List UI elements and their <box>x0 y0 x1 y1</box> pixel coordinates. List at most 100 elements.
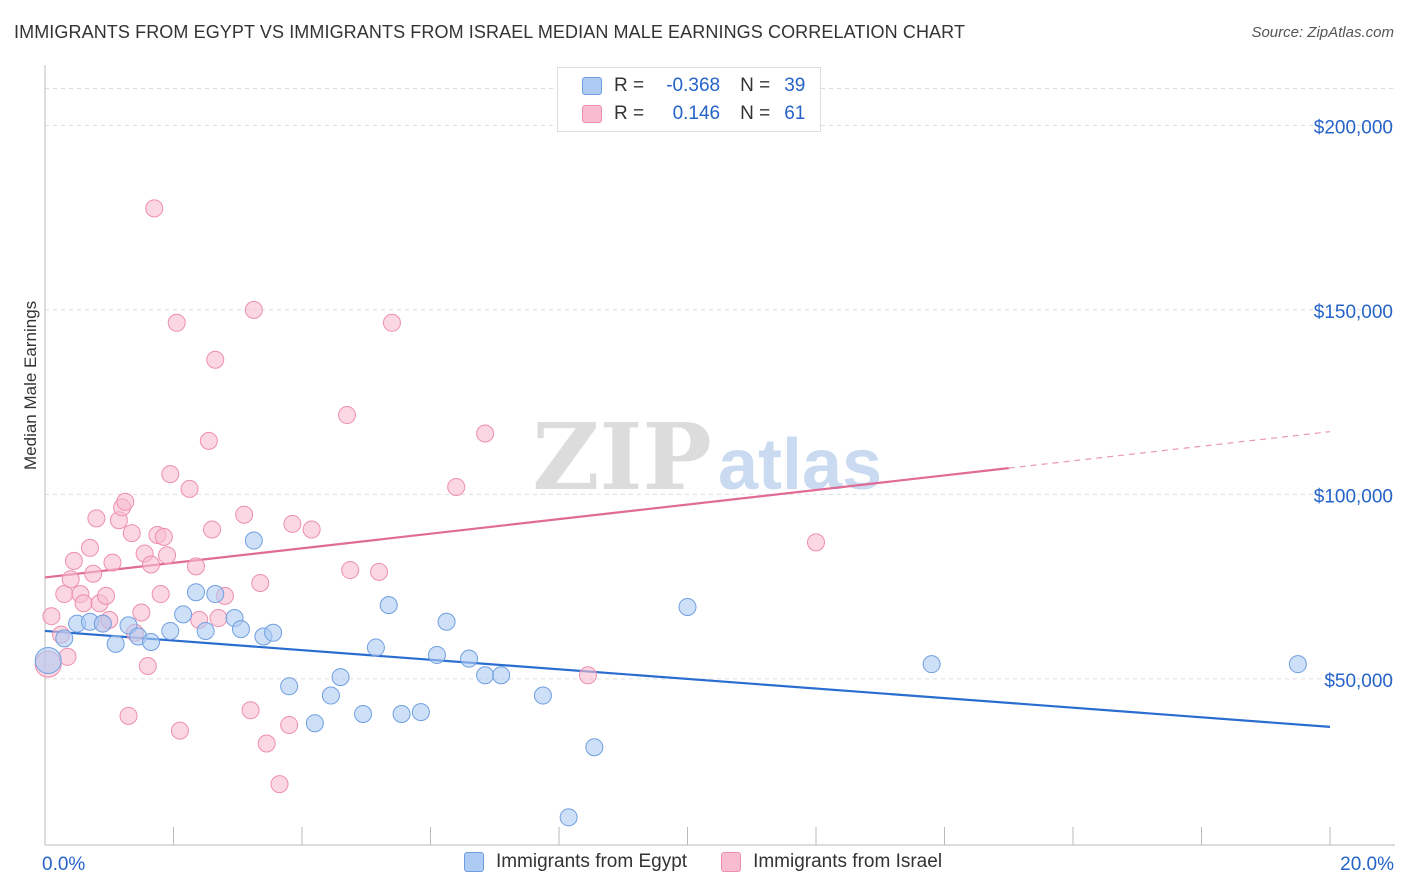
data-point-israel <box>84 564 103 583</box>
series-legend: Immigrants from Egypt Immigrants from Is… <box>0 851 1406 873</box>
data-point-israel <box>116 492 135 511</box>
data-point-israel <box>186 557 205 576</box>
data-point-israel <box>97 586 116 605</box>
data-point-israel <box>61 570 80 589</box>
grid-lines <box>45 87 1395 680</box>
watermark-atlas: atlas <box>718 425 882 505</box>
data-point-israel <box>341 561 360 580</box>
legend-row-israel: R = 0.146 N = 61 <box>582 101 805 127</box>
legend-n-label: N = <box>740 103 771 124</box>
data-point-israel <box>206 350 225 369</box>
legend-swatch-egypt <box>463 852 484 872</box>
data-point-israel <box>64 551 83 570</box>
data-point-israel <box>578 666 597 685</box>
data-point-egypt <box>34 646 62 674</box>
data-point-egypt <box>264 623 283 642</box>
data-point-egypt <box>1288 655 1307 674</box>
legend-r-value: -0.368 <box>666 75 721 96</box>
data-point-egypt <box>331 668 350 687</box>
data-point-israel <box>151 585 170 604</box>
data-point-israel <box>158 546 177 565</box>
data-point-israel <box>244 300 263 319</box>
y-tick-label: $150,000 <box>1314 302 1393 323</box>
data-point-israel <box>119 706 138 725</box>
data-point-israel <box>80 538 99 557</box>
data-point-egypt <box>533 686 552 705</box>
data-point-egypt <box>585 738 604 757</box>
data-point-egypt <box>161 621 180 640</box>
data-point-israel <box>58 647 77 666</box>
legend-n-value: 39 <box>784 75 806 96</box>
data-point-egypt <box>379 596 398 615</box>
data-point-egypt <box>321 686 340 705</box>
legend-row-egypt: R = -0.368 N = 39 <box>582 73 805 99</box>
data-point-israel <box>167 313 186 332</box>
data-point-egypt <box>305 714 324 733</box>
data-point-egypt <box>922 655 941 674</box>
data-point-egypt <box>492 666 511 685</box>
x-tick-label: 20.0% <box>1340 854 1394 875</box>
data-point-egypt <box>244 531 263 550</box>
data-point-israel <box>382 313 401 332</box>
data-point-egypt <box>174 605 193 624</box>
chart-title: IMMIGRANTS FROM EGYPT VS IMMIGRANTS FROM… <box>14 22 966 42</box>
trend-line-israel-extension <box>1008 431 1331 469</box>
data-point-israel <box>132 603 151 622</box>
legend-swatch-egypt <box>582 77 602 95</box>
axes <box>44 65 1395 846</box>
legend-item-egypt[interactable]: Immigrants from Egypt <box>463 851 688 873</box>
data-point-israel <box>270 775 289 794</box>
data-point-israel <box>142 555 161 574</box>
data-point-egypt <box>354 704 373 723</box>
legend-item-israel[interactable]: Immigrants from Israel <box>721 851 942 873</box>
data-point-israel <box>257 734 276 753</box>
data-point-egypt <box>206 585 225 604</box>
data-point-israel <box>280 716 299 735</box>
data-point-israel <box>447 478 466 497</box>
data-point-israel <box>203 520 222 539</box>
trend-lines <box>44 431 1331 729</box>
data-point-israel <box>370 562 389 581</box>
y-tick-label: $200,000 <box>1314 117 1393 138</box>
data-point-egypt <box>93 614 112 633</box>
data-point-egypt <box>106 634 125 653</box>
data-point-egypt <box>460 649 479 668</box>
legend-label-israel: Immigrants from Israel <box>753 851 943 872</box>
data-point-israel <box>302 520 321 539</box>
x-tick-label: 0.0% <box>42 854 85 875</box>
data-point-israel <box>161 465 180 484</box>
data-point-israel <box>241 701 260 720</box>
data-point-israel <box>154 527 173 546</box>
data-point-israel <box>337 406 356 425</box>
data-point-israel <box>103 553 122 572</box>
data-point-egypt <box>366 638 385 657</box>
data-point-egypt <box>55 629 74 648</box>
legend-r-value: 0.146 <box>672 103 721 124</box>
legend-label-egypt: Immigrants from Egypt <box>495 851 688 872</box>
data-point-egypt <box>142 633 161 652</box>
tick-labels: $50,000 $100,000 $150,000 $200,000 0.0% 20.0% <box>42 117 1394 875</box>
data-point-israel <box>145 199 164 218</box>
data-point-israel <box>170 721 189 740</box>
legend-r-label: R = <box>614 75 645 96</box>
watermark-zip: ZIP <box>532 403 711 511</box>
data-point-egypt <box>392 704 411 723</box>
y-tick-label: $50,000 <box>1324 671 1393 692</box>
data-point-israel <box>87 509 106 528</box>
legend-swatch-israel <box>721 852 742 872</box>
legend-n-label: N = <box>740 75 771 96</box>
correlation-legend: R = -0.368 N = 39 R = 0.146 N = 61 <box>557 67 821 132</box>
watermark: ZIP atlas <box>532 403 882 511</box>
data-point-israel <box>476 424 495 443</box>
data-point-israel <box>209 609 228 628</box>
legend-r-label: R = <box>614 103 645 124</box>
data-point-egypt <box>196 621 215 640</box>
data-point-egypt <box>476 666 495 685</box>
data-point-egypt <box>678 597 697 616</box>
legend-n-value: 61 <box>784 103 806 124</box>
y-tick-label: $100,000 <box>1314 486 1393 507</box>
data-point-israel <box>199 431 218 450</box>
trend-line-israel <box>44 467 1009 579</box>
data-point-israel <box>283 514 302 533</box>
